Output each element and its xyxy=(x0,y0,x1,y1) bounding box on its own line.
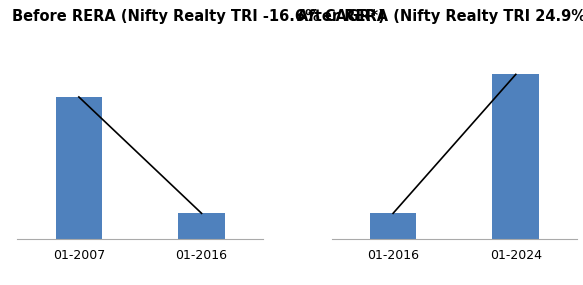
Bar xyxy=(493,74,539,239)
Bar xyxy=(55,97,102,239)
Text: After RERA (Nifty Realty TRI 24.9% CAGR*): After RERA (Nifty Realty TRI 24.9% CAGR*… xyxy=(297,9,583,24)
Bar xyxy=(178,213,225,239)
Text: Before RERA (Nifty Realty TRI -16.6% CAGR*): Before RERA (Nifty Realty TRI -16.6% CAG… xyxy=(12,9,384,24)
Bar xyxy=(370,213,416,239)
